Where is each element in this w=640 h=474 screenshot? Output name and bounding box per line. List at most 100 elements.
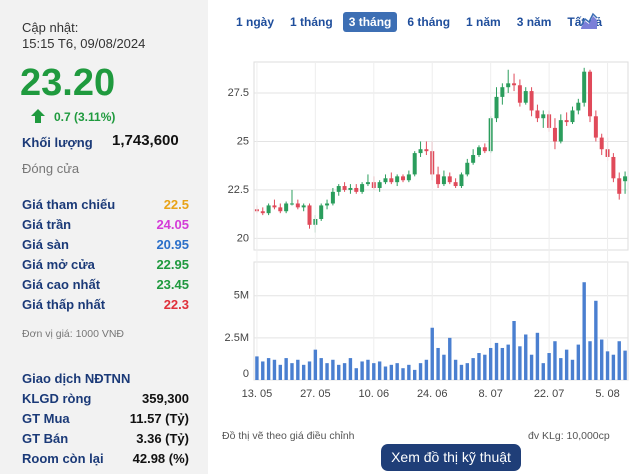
candle-body: [506, 83, 511, 88]
y-tick-label: 20: [237, 232, 249, 244]
candle-body: [541, 114, 546, 119]
volume-bar: [342, 363, 347, 380]
volume-bar: [541, 363, 545, 380]
x-tick-label: 24. 06: [417, 388, 448, 400]
volume: 1,743,600: [112, 132, 179, 149]
candle-body: [354, 187, 359, 192]
plot-frame: [253, 61, 629, 251]
price-row-value: 22.95: [156, 257, 189, 272]
volume-bar: [389, 364, 394, 380]
candle-body: [295, 203, 300, 208]
x-tick-label: 27. 05: [300, 388, 331, 400]
candle-body: [260, 211, 265, 214]
up-arrow: [31, 109, 45, 123]
candle-body: [348, 187, 353, 190]
candle-body: [576, 102, 581, 111]
volume-bar: [576, 344, 581, 380]
volume-bar: [564, 349, 569, 380]
candle-body: [266, 205, 271, 214]
x-tick-label: 8. 07: [478, 388, 502, 400]
candle-body: [453, 182, 458, 187]
candle-body: [588, 71, 593, 117]
price-row-label: Giá tham chiếu: [22, 197, 116, 212]
candle-body: [289, 203, 294, 205]
candle-body: [441, 176, 446, 185]
foreign-row-value: 3.36 (Tỷ): [136, 431, 189, 446]
volume-bar: [494, 342, 499, 380]
candle-body: [529, 91, 534, 111]
candle-body: [307, 205, 312, 225]
volume-bar: [360, 361, 364, 380]
price-row-label: Giá mở cửa: [22, 257, 95, 272]
candle-body: [336, 186, 341, 192]
footnote-left: Đồ thị vẽ theo giá điều chỉnh: [222, 430, 355, 442]
volume-bar: [337, 364, 341, 380]
candle-body: [319, 205, 324, 219]
foreign-row-value: 11.57 (Tỷ): [129, 411, 189, 426]
chart-icon[interactable]: [580, 12, 598, 30]
x-tick-label: 13. 05: [242, 388, 273, 400]
range-tab[interactable]: 3 năm: [516, 15, 552, 29]
volume-bar: [296, 359, 300, 380]
range-tabs: 1 ngày 1 tháng 3 tháng 6 tháng 1 năm 3 năm Tất…: [230, 12, 608, 32]
candle-body: [512, 83, 517, 86]
volume-bar: [272, 359, 277, 380]
status: Đóng cửa: [22, 161, 80, 176]
x-tick-label: 22. 07: [534, 388, 565, 400]
volume-bar: [401, 368, 405, 380]
volume-bar: [588, 341, 592, 380]
volume-bar: [500, 347, 505, 380]
volume-bar: [348, 358, 353, 380]
range-tab[interactable]: 6 tháng: [407, 15, 451, 29]
volume-bar: [261, 361, 265, 380]
candle-body: [301, 205, 306, 208]
volume-bar: [331, 359, 335, 380]
y-tick-label: 22.5: [228, 184, 249, 196]
price-row-label: Giá cao nhất: [22, 277, 101, 292]
volume-bar: [407, 364, 411, 380]
volume-bar: [395, 363, 399, 380]
candle-body: [599, 137, 604, 150]
volume-bar: [278, 364, 282, 380]
candle-body: [395, 176, 400, 183]
volume-bar: [436, 347, 440, 380]
volume-bar: [448, 337, 452, 380]
candle-body: [617, 178, 622, 194]
volume-bar: [600, 339, 604, 380]
volume-bar: [301, 364, 306, 380]
foreign-row-label: GT Mua: [22, 411, 70, 426]
volume-bar: [453, 359, 458, 380]
candle-body: [412, 153, 417, 175]
volume-bar: [383, 366, 388, 380]
range-tab[interactable]: 1 năm: [466, 15, 501, 29]
range-tab[interactable]: 1 ngày: [236, 15, 275, 29]
volume-bar: [535, 332, 540, 380]
updated-label: Cập nhật:: [22, 20, 79, 35]
volume-bar: [413, 369, 417, 380]
volume-bar: [372, 363, 376, 380]
quote-panel: Cập nhật: 15:15 T6, 09/08/2024 23.20 0.7…: [0, 0, 208, 474]
volume-bar: [617, 341, 621, 380]
technical-chart-button[interactable]: Xem đồ thị kỹ thuật: [381, 444, 521, 471]
range-tab[interactable]: 1 tháng: [290, 15, 333, 29]
price-row-value: 23.45: [156, 277, 189, 292]
range-tab[interactable]: 3 tháng: [342, 12, 398, 32]
price-row-label: Giá thấp nhất: [22, 297, 106, 312]
volume-bar: [529, 354, 534, 380]
volume-label: Khối lượng: [22, 135, 93, 150]
y-tick-label: 5M: [234, 290, 249, 302]
unit-note: Đơn vị giá: 1000 VNĐ: [22, 328, 125, 340]
volume-bar: [459, 364, 464, 380]
candle-body: [623, 176, 628, 182]
volume-bar: [611, 354, 616, 380]
foreign-row-label: Room còn lại: [22, 451, 104, 466]
volume-bar: [377, 361, 382, 380]
volume-bar: [559, 358, 563, 380]
candle-body: [494, 96, 499, 119]
foreign-row-label: GT Bán: [22, 431, 69, 446]
volume-bar: [255, 356, 259, 380]
volume-bar: [284, 358, 288, 380]
candle-body: [517, 85, 522, 103]
